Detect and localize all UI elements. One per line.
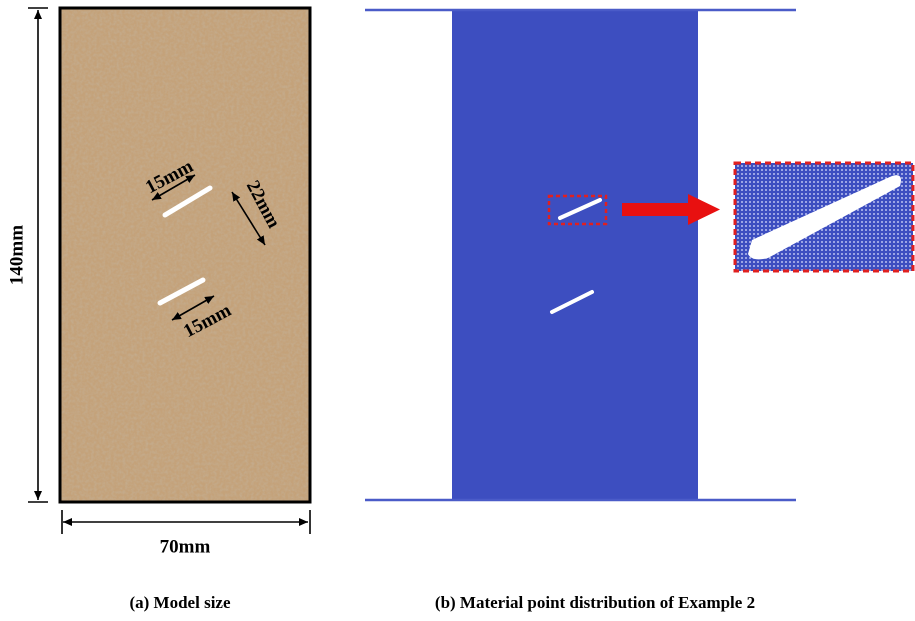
arrow-head [688, 194, 720, 225]
caption: (a) Model size [129, 593, 230, 612]
height-label: 140mm [6, 225, 27, 285]
material-points [452, 10, 698, 500]
figure: 140mm 70mm 15mm 22mm 15mm (a) Model size… [0, 0, 915, 621]
page: {"panel_a": {"height_label": "140mm", "w… [0, 0, 915, 621]
panel-a: 140mm 70mm 15mm 22mm 15mm (a) Model size [6, 8, 310, 612]
panel-b: (b) Material point distribution of Examp… [365, 10, 913, 612]
caption: (b) Material point distribution of Examp… [435, 593, 755, 612]
width-label: 70mm [160, 536, 211, 557]
arrow-shaft [622, 203, 690, 216]
rock-texture [60, 8, 310, 502]
